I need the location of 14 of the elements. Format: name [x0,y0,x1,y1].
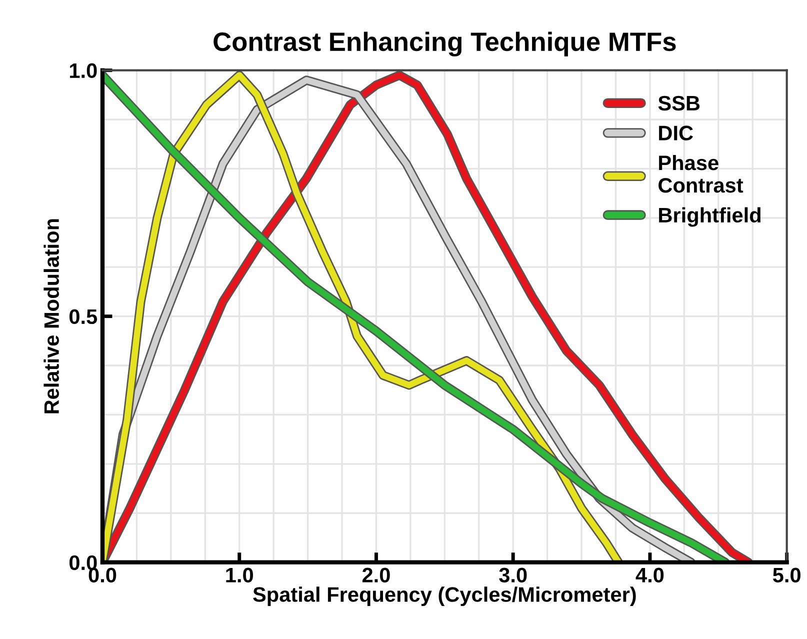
y-tick-label: 1.0 [70,63,97,78]
legend-label: Brightfield [659,207,760,227]
x-tick-label: 2.0 [362,568,390,582]
y-axis-title: Relative Modulation [44,219,59,414]
legend-label: DIC [659,126,693,140]
x-tick-label: 5.0 [772,568,800,582]
x-tick-label: 4.0 [636,568,664,582]
x-tick-label: 1.0 [226,568,253,582]
legend-label: SSB [658,96,700,111]
legend-label: Phase Contrast [658,154,744,193]
chart-title: Contrast Enhancing Technique MTFs [214,32,676,56]
x-axis-title: Spatial Frequency (Cycles/Micrometer) [253,586,636,606]
x-tick-label: 3.0 [499,568,527,583]
y-tick-label: 0.5 [69,309,98,324]
